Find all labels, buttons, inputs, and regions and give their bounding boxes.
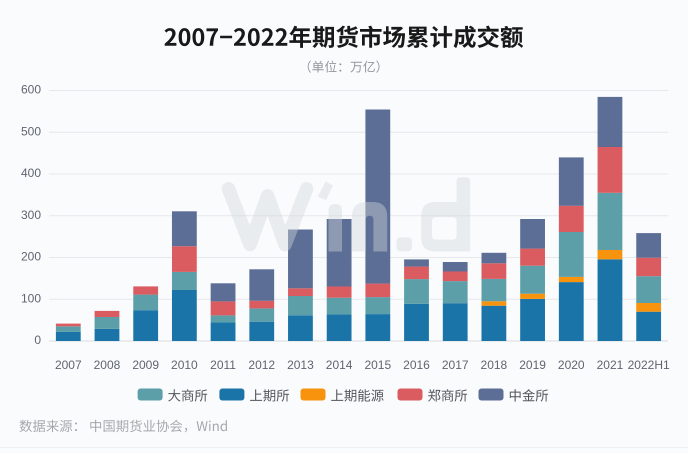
svg-text:2020: 2020: [558, 358, 585, 372]
svg-text:2017: 2017: [442, 358, 469, 372]
svg-text:2014: 2014: [326, 358, 353, 372]
svg-text:2013: 2013: [287, 358, 314, 372]
svg-text:2010: 2010: [171, 358, 198, 372]
svg-text:2018: 2018: [481, 358, 508, 372]
svg-text:2011: 2011: [210, 358, 236, 372]
svg-text:2015: 2015: [364, 358, 391, 372]
svg-text:300: 300: [21, 208, 41, 222]
svg-text:400: 400: [21, 166, 41, 180]
svg-text:0: 0: [34, 333, 41, 347]
svg-text:2019: 2019: [519, 358, 546, 372]
svg-text:2022H1: 2022H1: [628, 358, 670, 372]
svg-text:600: 600: [21, 83, 41, 97]
svg-text:2008: 2008: [94, 358, 121, 372]
svg-text:200: 200: [21, 250, 41, 264]
svg-text:2009: 2009: [132, 358, 159, 372]
svg-text:100: 100: [21, 291, 41, 305]
svg-text:2007: 2007: [55, 358, 82, 372]
svg-text:500: 500: [21, 124, 41, 138]
svg-text:2012: 2012: [248, 358, 275, 372]
svg-text:2016: 2016: [403, 358, 430, 372]
svg-text:2021: 2021: [597, 358, 624, 372]
